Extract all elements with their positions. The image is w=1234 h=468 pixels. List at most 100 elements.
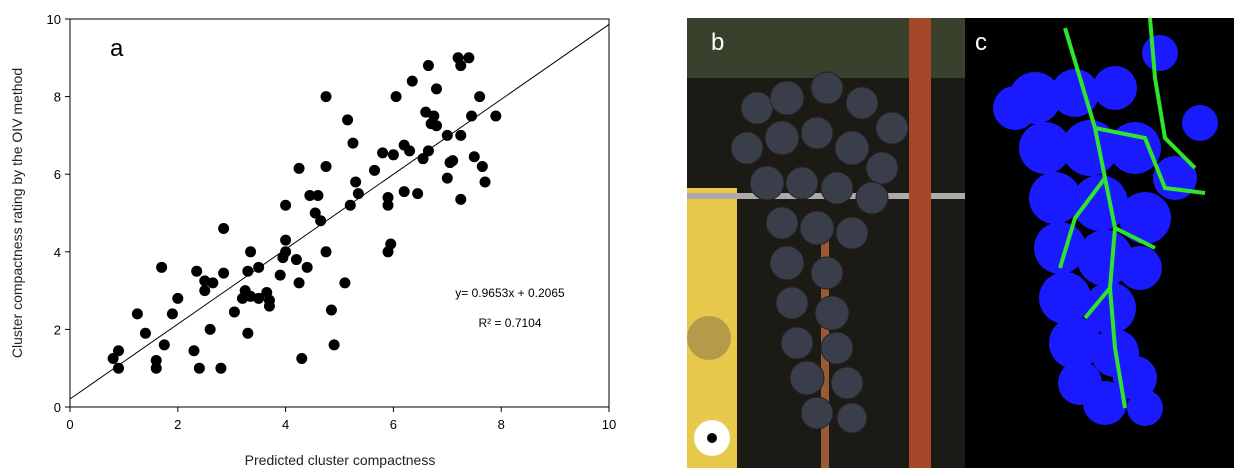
data-point: [428, 110, 440, 122]
data-point: [344, 199, 356, 211]
data-point: [304, 190, 316, 202]
data-point: [431, 83, 443, 95]
data-point: [474, 91, 486, 103]
data-point: [280, 199, 292, 211]
data-point: [347, 137, 359, 149]
x-tick-label: 0: [66, 417, 73, 432]
data-point: [263, 294, 275, 306]
data-point: [312, 190, 324, 202]
x-tick-label: 10: [602, 417, 616, 432]
data-point: [325, 304, 337, 316]
data-point: [387, 149, 399, 161]
data-point: [207, 277, 219, 289]
data-point: [417, 153, 429, 165]
data-point: [476, 160, 488, 172]
data-point: [253, 292, 265, 304]
data-point: [404, 145, 416, 157]
data-point: [150, 354, 162, 366]
data-point: [455, 193, 467, 205]
x-tick-label: 2: [174, 417, 181, 432]
data-point: [463, 52, 475, 64]
data-point: [139, 327, 151, 339]
data-point: [466, 110, 478, 122]
data-point: [188, 345, 200, 357]
r-squared: R² = 0.7104: [478, 316, 541, 330]
data-point: [150, 362, 162, 374]
data-point: [242, 327, 254, 339]
data-point: [369, 164, 381, 176]
data-point: [107, 353, 119, 364]
y-tick-label: 8: [54, 90, 61, 105]
x-tick-label: 6: [390, 417, 397, 432]
data-point: [382, 199, 394, 211]
data-point: [431, 120, 443, 132]
data-point: [455, 60, 467, 72]
data-point: [468, 151, 480, 163]
data-point: [245, 246, 257, 258]
data-point: [274, 269, 286, 281]
data-point: [290, 254, 302, 266]
data-point: [320, 91, 332, 103]
data-point: [342, 114, 354, 126]
data-point: [339, 277, 351, 289]
data-point: [382, 191, 394, 203]
data-point: [455, 129, 467, 141]
data-point: [390, 91, 402, 103]
data-point: [447, 155, 459, 167]
data-point: [199, 285, 211, 297]
photo-panel: b: [687, 18, 965, 468]
data-point: [156, 261, 168, 273]
equation: y= 0.9653x + 0.2065: [455, 286, 565, 300]
data-point: [385, 238, 397, 250]
y-tick-label: 2: [54, 322, 61, 337]
panel-label: b: [711, 29, 724, 56]
x-tick-label: 8: [498, 417, 505, 432]
panel-label: a: [110, 35, 124, 62]
scatter-chart: a Predicted cluster compactness Cluster …: [9, 12, 616, 468]
data-point: [280, 246, 292, 258]
data-point: [296, 353, 308, 364]
y-tick-label: 0: [54, 400, 61, 415]
data-point: [479, 176, 491, 188]
plot-frame: [69, 18, 610, 408]
data-point: [412, 188, 424, 200]
y-axis-label: Cluster compactness rating by the OIV me…: [9, 68, 25, 358]
data-point: [441, 129, 453, 141]
data-point: [309, 207, 321, 219]
data-point: [215, 362, 227, 374]
data-point: [204, 323, 216, 335]
data-point: [490, 110, 502, 122]
data-point: [320, 246, 332, 258]
data-point: [191, 265, 203, 277]
data-point: [172, 292, 184, 304]
x-axis-label: Predicted cluster compactness: [245, 452, 436, 468]
data-point: [280, 234, 292, 246]
y-tick-label: 6: [54, 167, 61, 182]
data-point: [158, 339, 170, 351]
data-point: [113, 345, 125, 357]
data-point: [131, 308, 143, 320]
data-point: [301, 261, 313, 273]
data-point: [193, 362, 205, 374]
trendline: [69, 24, 610, 400]
data-point: [218, 267, 230, 279]
data-point: [166, 308, 178, 320]
data-point: [422, 145, 434, 157]
x-tick-label: 4: [282, 417, 289, 432]
segmentation-panel: c: [965, 18, 1234, 468]
panel-label: c: [975, 29, 987, 56]
data-point: [218, 223, 230, 235]
data-point: [398, 186, 410, 198]
data-point: [320, 160, 332, 172]
data-point: [350, 176, 362, 188]
data-point: [242, 265, 254, 277]
y-tick-label: 4: [54, 245, 61, 260]
y-tick-label: 10: [47, 12, 61, 27]
data-point: [293, 162, 305, 174]
data-point: [352, 188, 364, 200]
data-point: [377, 147, 389, 159]
data-point: [406, 75, 418, 87]
data-point: [315, 215, 327, 227]
data-point: [228, 306, 240, 318]
